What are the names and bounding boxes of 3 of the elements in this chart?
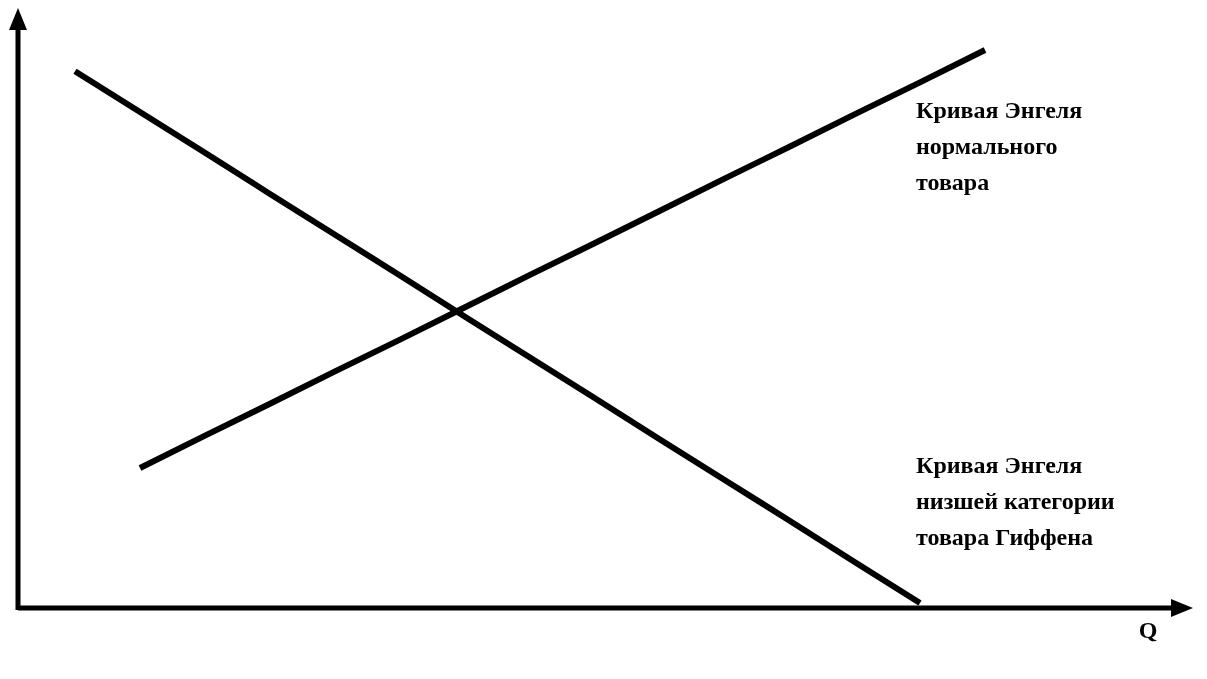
series-label: Кривая Энгеля низшей категории товара Гиффена <box>916 451 1115 550</box>
series-label: Кривая Энгеля нормального товара <box>916 97 1083 195</box>
text: Q <box>1138 617 1158 643</box>
